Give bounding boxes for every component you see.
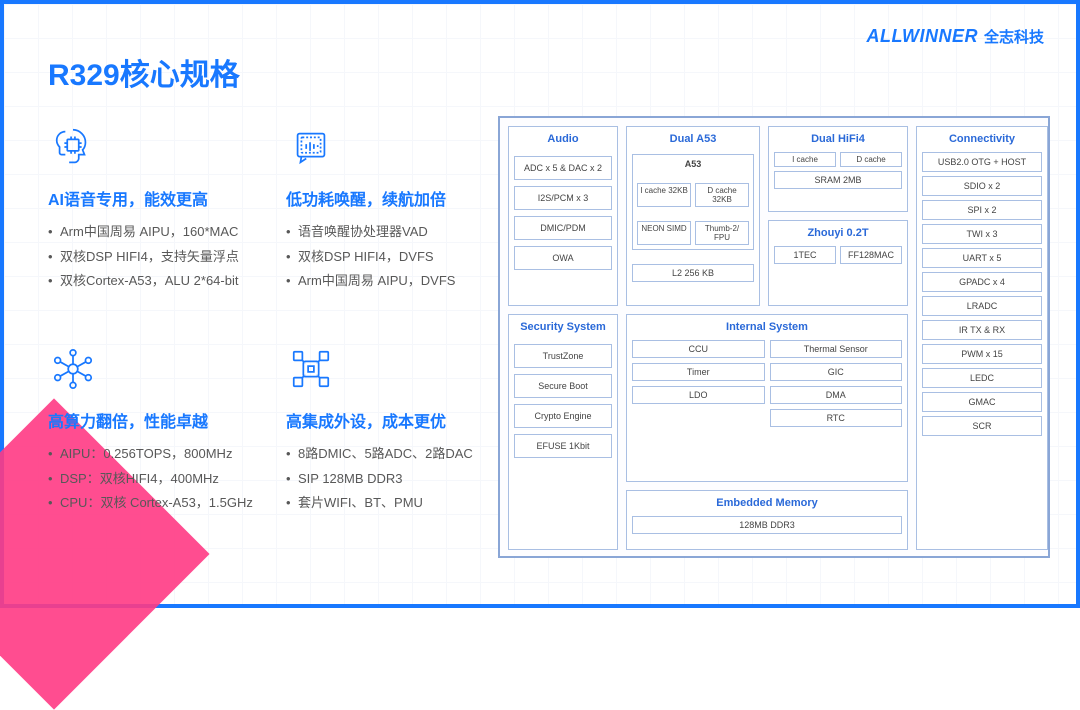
block-item: UART x 5: [922, 248, 1042, 268]
feature-bullet: CPU：双核 Cortex-A53，1.5GHz: [48, 491, 260, 516]
block-title: Audio: [514, 131, 612, 148]
feature-heading: 高集成外设，成本更优: [286, 408, 498, 432]
block-item: IR TX & RX: [922, 320, 1042, 340]
block-item: LRADC: [922, 296, 1042, 316]
block-audio: Audio ADC x 5 & DAC x 2 I2S/PCM x 3 DMIC…: [508, 126, 618, 306]
block-item: Crypto Engine: [514, 404, 612, 428]
block-item: GIC: [770, 363, 903, 381]
block-title: Internal System: [632, 319, 902, 336]
block-embedded-memory: Embedded Memory 128MB DDR3: [626, 490, 908, 550]
feature-heading: AI语音专用，能效更高: [48, 186, 260, 210]
feature-bullet: Arm中国周易 AIPU，DVFS: [286, 269, 498, 294]
l2-cache: L2 256 KB: [632, 264, 754, 282]
core-label: A53: [637, 159, 749, 169]
feature-bullet: 双核Cortex-A53，ALU 2*64-bit: [48, 269, 260, 294]
feature-bullet: DSP：双核HIFI4，400MHz: [48, 467, 260, 492]
network-icon: [48, 344, 98, 394]
feature-bullet: 双核DSP HIFI4，支持矢量浮点: [48, 245, 260, 270]
block-security: Security System TrustZone Secure Boot Cr…: [508, 314, 618, 550]
block-item: TrustZone: [514, 344, 612, 368]
feature-low-power: 低功耗唤醒，续航加倍 语音唤醒协处理器VAD 双核DSP HIFI4，DVFS …: [286, 122, 498, 294]
block-title: Zhouyi 0.2T: [774, 225, 902, 242]
core-cell: I cache 32KB: [637, 183, 691, 207]
feature-bullet: 8路DMIC、5路ADC、2路DAC: [286, 442, 498, 467]
feature-performance: 高算力翻倍，性能卓越 AIPU：0.256TOPS，800MHz DSP：双核H…: [48, 344, 260, 516]
block-connectivity: Connectivity USB2.0 OTG + HOST SDIO x 2 SP…: [916, 126, 1048, 550]
block-item: D cache: [840, 152, 902, 167]
block-item: TWI x 3: [922, 224, 1042, 244]
block-item: Timer: [632, 363, 765, 381]
block-item: USB2.0 OTG + HOST: [922, 152, 1042, 172]
feature-bullet: SIP 128MB DDR3: [286, 467, 498, 492]
block-title: Embedded Memory: [632, 495, 902, 512]
feature-bullet: Arm中国周易 AIPU，160*MAC: [48, 220, 260, 245]
block-dual-a53: Dual A53 A53 I cache 32KB D cache 32KB N…: [626, 126, 760, 306]
brand-mark: ALLWINNER: [866, 26, 978, 47]
block-item: ADC x 5 & DAC x 2: [514, 156, 612, 180]
block-item: DMA: [770, 386, 903, 404]
feature-integration: 高集成外设，成本更优 8路DMIC、5路ADC、2路DAC SIP 128MB …: [286, 344, 498, 516]
block-item: EFUSE 1Kbit: [514, 434, 612, 458]
feature-bullet: AIPU：0.256TOPS，800MHz: [48, 442, 260, 467]
block-item: Secure Boot: [514, 374, 612, 398]
block-item: LEDC: [922, 368, 1042, 388]
block-title: Connectivity: [922, 131, 1042, 148]
block-item: SCR: [922, 416, 1042, 436]
block-hifi4: Dual HiFi4 I cache D cache SRAM 2MB: [768, 126, 908, 212]
block-internal-system: Internal System CCU Thermal Sensor Timer…: [626, 314, 908, 482]
block-item: FF128MAC: [840, 246, 902, 264]
feature-grid: AI语音专用，能效更高 Arm中国周易 AIPU，160*MAC 双核DSP H…: [48, 122, 498, 516]
block-item: DMIC/PDM: [514, 216, 612, 240]
feature-bullet: 语音唤醒协处理器VAD: [286, 220, 498, 245]
feature-bullet: 双核DSP HIFI4，DVFS: [286, 245, 498, 270]
brand-logo: ALLWINNER 全志科技: [866, 26, 1044, 47]
block-item: I cache: [774, 152, 836, 167]
block-title: Security System: [514, 319, 612, 336]
brand-cn: 全志科技: [984, 26, 1044, 47]
feature-heading: 高算力翻倍，性能卓越: [48, 408, 260, 432]
block-item: LDO: [632, 386, 765, 404]
puzzle-chip-icon: [286, 344, 336, 394]
feature-bullet: 套片WIFI、BT、PMU: [286, 491, 498, 516]
block-item: SPI x 2: [922, 200, 1042, 220]
feature-ai-voice: AI语音专用，能效更高 Arm中国周易 AIPU，160*MAC 双核DSP H…: [48, 122, 260, 294]
brain-chip-icon: [48, 122, 98, 172]
block-title: Dual HiFi4: [774, 131, 902, 148]
block-item: I2S/PCM x 3: [514, 186, 612, 210]
block-hifi-zhouyi-column: Dual HiFi4 I cache D cache SRAM 2MB Zhou…: [768, 126, 908, 306]
block-item: GMAC: [922, 392, 1042, 412]
block-item: 128MB DDR3: [632, 516, 902, 534]
feature-heading: 低功耗唤醒，续航加倍: [286, 186, 498, 210]
block-item: GPADC x 4: [922, 272, 1042, 292]
a53-core: A53 I cache 32KB D cache 32KB NEON SIMD …: [632, 154, 754, 250]
core-cell: D cache 32KB: [695, 183, 749, 207]
block-zhouyi: Zhouyi 0.2T 1TEC FF128MAC: [768, 220, 908, 306]
core-cell: Thumb-2/ FPU: [695, 221, 749, 245]
core-cell: NEON SIMD: [637, 221, 691, 245]
block-item: SRAM 2MB: [774, 171, 902, 189]
page-title: R329核心规格: [48, 50, 240, 94]
block-item: OWA: [514, 246, 612, 270]
block-diagram: Audio ADC x 5 & DAC x 2 I2S/PCM x 3 DMIC…: [498, 116, 1050, 558]
block-item: PWM x 15: [922, 344, 1042, 364]
block-item: SDIO x 2: [922, 176, 1042, 196]
voice-chip-icon: [286, 122, 336, 172]
block-item: CCU: [632, 340, 765, 358]
block-item: 1TEC: [774, 246, 836, 264]
block-item: Thermal Sensor: [770, 340, 903, 358]
connectivity-list: USB2.0 OTG + HOST SDIO x 2 SPI x 2 TWI x 3 U…: [922, 152, 1042, 436]
block-title: Dual A53: [632, 131, 754, 148]
block-item: RTC: [770, 409, 903, 427]
